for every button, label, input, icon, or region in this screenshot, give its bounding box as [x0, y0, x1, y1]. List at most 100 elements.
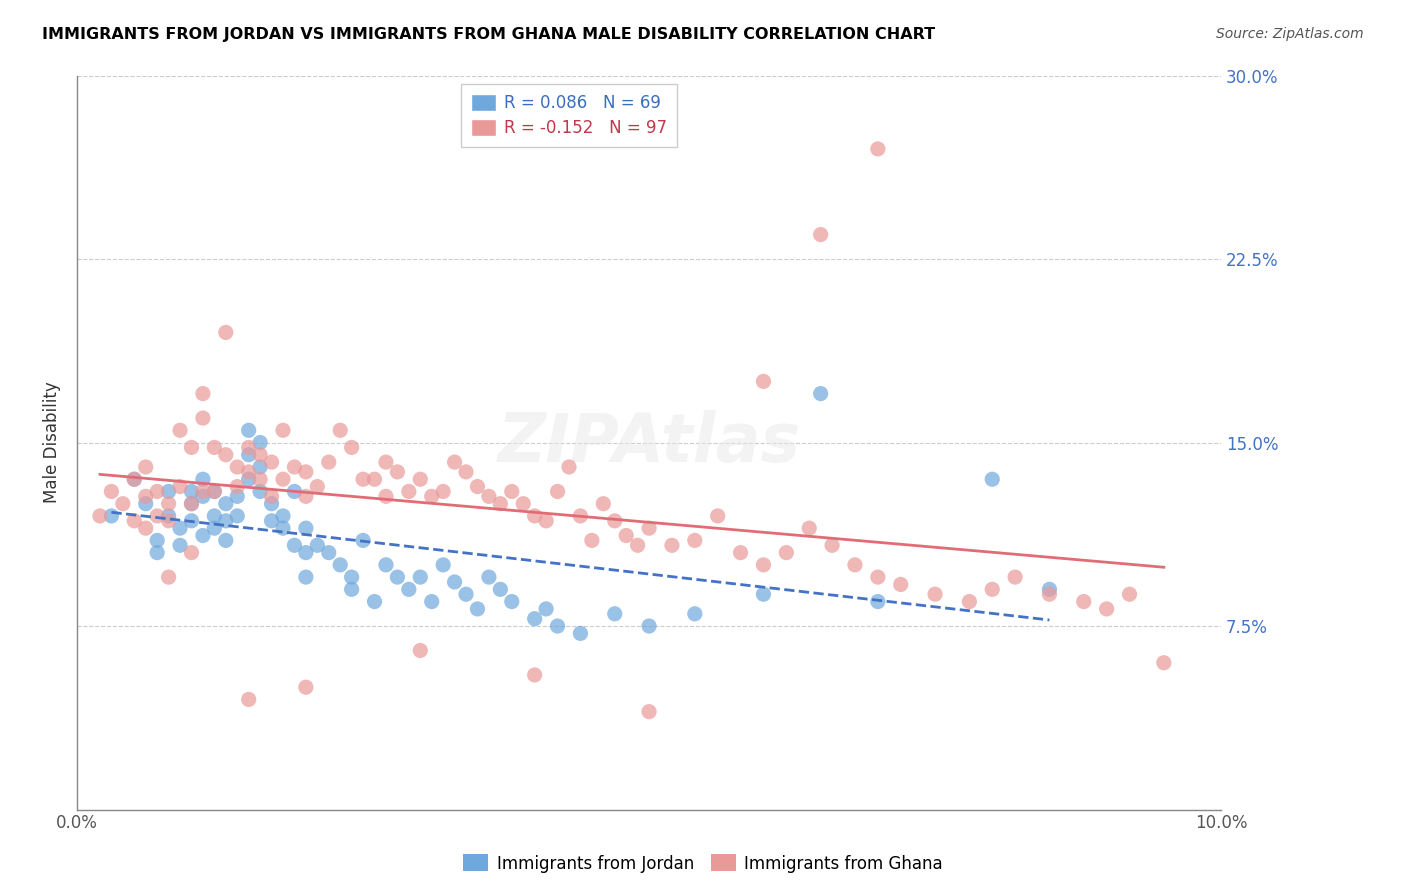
Point: [135, 521, 157, 535]
Point: [420, 594, 443, 608]
Point: [215, 448, 238, 462]
Point: [191, 411, 214, 425]
Point: [271, 508, 294, 523]
Point: [1004, 570, 1026, 584]
Point: [283, 460, 305, 475]
Point: [547, 484, 569, 499]
Point: [260, 497, 283, 511]
Point: [283, 538, 305, 552]
Point: [295, 680, 318, 694]
Point: [866, 594, 889, 608]
Point: [409, 472, 432, 486]
Point: [157, 514, 180, 528]
Point: [558, 460, 581, 475]
Point: [135, 460, 157, 475]
Point: [730, 546, 752, 560]
Point: [523, 508, 546, 523]
Point: [318, 546, 340, 560]
Point: [295, 489, 318, 503]
Point: [810, 227, 832, 242]
Point: [614, 528, 637, 542]
Point: [202, 521, 225, 535]
Point: [501, 594, 523, 608]
Point: [523, 612, 546, 626]
Point: [363, 472, 385, 486]
Legend: R = 0.086   N = 69, R = -0.152   N = 97: R = 0.086 N = 69, R = -0.152 N = 97: [461, 84, 678, 147]
Point: [844, 558, 866, 572]
Point: [271, 521, 294, 535]
Point: [866, 570, 889, 584]
Point: [1118, 587, 1140, 601]
Point: [924, 587, 946, 601]
Point: [89, 508, 111, 523]
Point: [420, 489, 443, 503]
Point: [352, 533, 374, 548]
Point: [146, 533, 169, 548]
Point: [238, 441, 260, 455]
Point: [215, 326, 238, 340]
Point: [603, 607, 626, 621]
Point: [957, 594, 980, 608]
Point: [683, 533, 706, 548]
Point: [387, 465, 409, 479]
Point: [340, 570, 363, 584]
Point: [627, 538, 650, 552]
Text: Source: ZipAtlas.com: Source: ZipAtlas.com: [1216, 27, 1364, 41]
Point: [169, 521, 191, 535]
Point: [1153, 656, 1175, 670]
Point: [180, 546, 202, 560]
Point: [215, 514, 238, 528]
Point: [271, 472, 294, 486]
Point: [238, 472, 260, 486]
Point: [146, 484, 169, 499]
Point: [478, 489, 501, 503]
Point: [226, 460, 249, 475]
Point: [249, 448, 271, 462]
Point: [135, 497, 157, 511]
Point: [260, 455, 283, 469]
Point: [180, 514, 202, 528]
Point: [409, 570, 432, 584]
Point: [169, 538, 191, 552]
Point: [534, 602, 557, 616]
Point: [1038, 582, 1060, 597]
Point: [866, 142, 889, 156]
Point: [387, 570, 409, 584]
Point: [467, 602, 489, 616]
Point: [124, 472, 146, 486]
Point: [124, 514, 146, 528]
Point: [283, 484, 305, 499]
Point: [169, 479, 191, 493]
Point: [512, 497, 534, 511]
Point: [307, 538, 329, 552]
Point: [890, 577, 912, 591]
Point: [146, 546, 169, 560]
Point: [157, 570, 180, 584]
Point: [157, 497, 180, 511]
Point: [454, 587, 477, 601]
Point: [752, 558, 775, 572]
Point: [111, 497, 134, 511]
Point: [329, 558, 352, 572]
Point: [799, 521, 821, 535]
Point: [443, 455, 465, 469]
Point: [238, 465, 260, 479]
Point: [260, 514, 283, 528]
Point: [638, 619, 661, 633]
Point: [981, 582, 1004, 597]
Point: [534, 514, 557, 528]
Point: [398, 484, 420, 499]
Point: [226, 479, 249, 493]
Point: [202, 484, 225, 499]
Point: [375, 455, 398, 469]
Point: [752, 587, 775, 601]
Point: [180, 497, 202, 511]
Point: [821, 538, 844, 552]
Point: [363, 594, 385, 608]
Point: [202, 484, 225, 499]
Point: [432, 484, 454, 499]
Point: [432, 558, 454, 572]
Point: [340, 441, 363, 455]
Point: [157, 508, 180, 523]
Point: [124, 472, 146, 486]
